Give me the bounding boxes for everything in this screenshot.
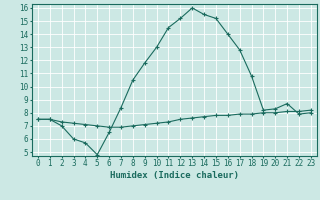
X-axis label: Humidex (Indice chaleur): Humidex (Indice chaleur) [110,171,239,180]
